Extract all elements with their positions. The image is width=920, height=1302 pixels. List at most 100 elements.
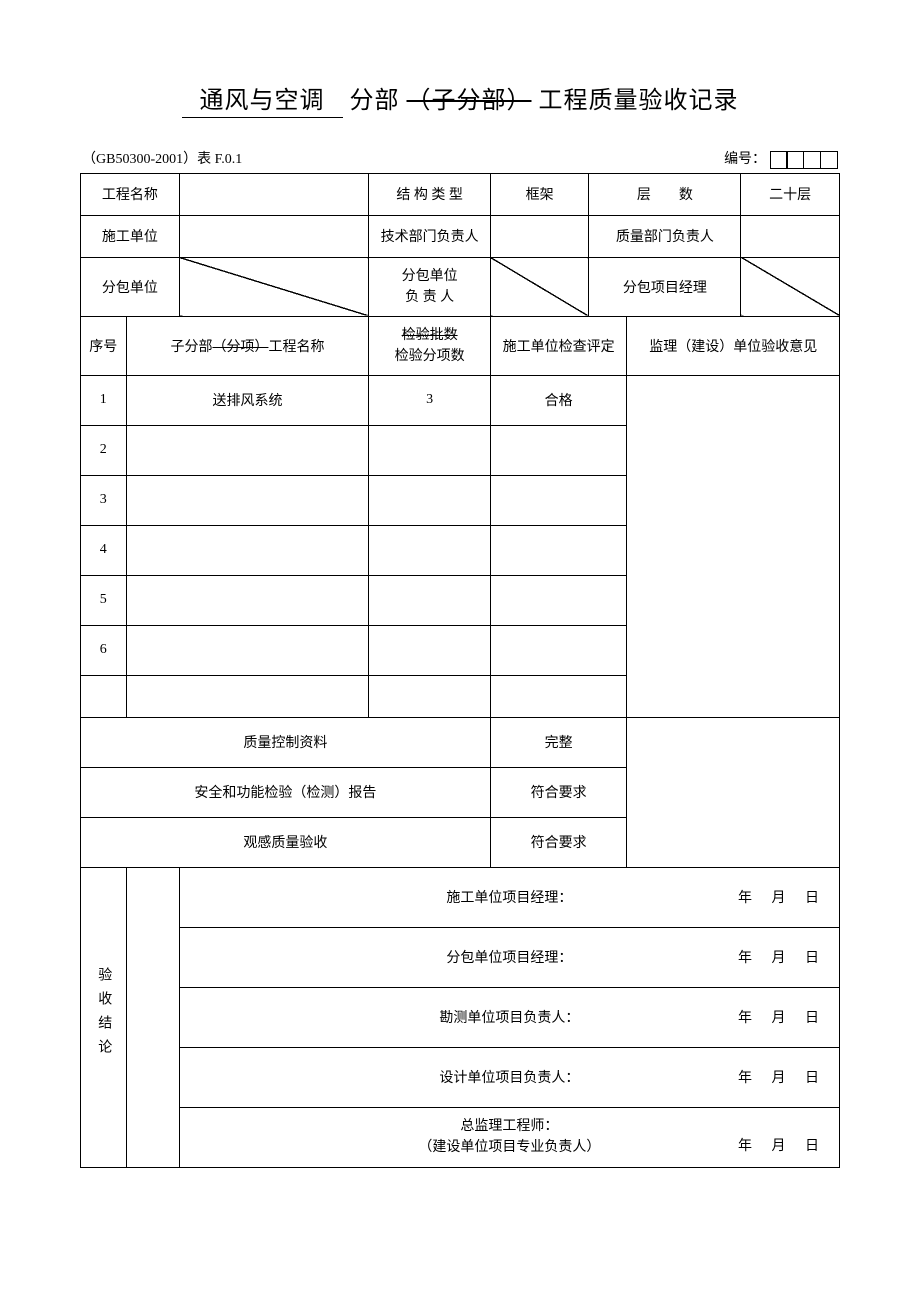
col-name-b: 工程名称	[268, 340, 324, 355]
qa-lead-label: 质量部门负责人	[589, 215, 741, 257]
col-eval: 施工单位检查评定	[490, 316, 627, 375]
sub-lead-label-a: 分包单位	[402, 269, 458, 284]
sig-date: 年 月 日	[738, 1067, 827, 1087]
sig-date: 年 月 日	[738, 887, 827, 907]
project-name-value	[179, 173, 369, 215]
cell-eval	[490, 575, 627, 625]
col-opinion: 监理（建设）单位验收意见	[627, 316, 840, 375]
qc-value: 完整	[490, 717, 627, 767]
cell-batch	[369, 625, 490, 675]
floors-value: 二十层	[741, 173, 840, 215]
cell-eval	[490, 675, 627, 717]
sig-label-b: （建设单位项目专业负责人）	[418, 1140, 600, 1155]
cell-seq	[81, 675, 127, 717]
conclusion-row: 设计单位项目负责人： 年 月 日	[81, 1047, 840, 1107]
sig-label: 施工单位项目经理：	[446, 891, 572, 906]
sub-lead-value-diag	[490, 257, 589, 316]
visual-label: 观感质量验收	[81, 817, 491, 867]
cell-seq: 1	[81, 375, 127, 425]
sig-builder-pm: 施工单位项目经理： 年 月 日	[179, 867, 839, 927]
struct-type-value: 框架	[490, 173, 589, 215]
table-row: 施工单位 技术部门负责人 质量部门负责人	[81, 215, 840, 257]
standard-code: （GB50300-2001）表 F.0.1	[82, 148, 242, 169]
cell-opinion	[627, 375, 840, 717]
conclusion-spacer	[126, 867, 179, 1167]
project-name-label: 工程名称	[81, 173, 180, 215]
sub-pm-label: 分包项目经理	[589, 257, 741, 316]
sub-lead-label-b: 负 责 人	[405, 290, 454, 305]
table-row: 1 送排风系统 3 合格	[81, 375, 840, 425]
builder-label: 施工单位	[81, 215, 180, 257]
conclusion-row: 勘测单位项目负责人： 年 月 日	[81, 987, 840, 1047]
conclusion-row: 总监理工程师： （建设单位项目专业负责人） 年 月 日	[81, 1107, 840, 1167]
builder-value	[179, 215, 369, 257]
sub-value-diag	[179, 257, 369, 316]
sub-label: 分包单位	[81, 257, 180, 316]
code-box	[820, 151, 838, 169]
qa-lead-value	[741, 215, 840, 257]
col-name-strike: （分项）	[212, 340, 268, 355]
col-batch-label: 检验分项数	[395, 349, 465, 364]
sig-survey-lead: 勘测单位项目负责人： 年 月 日	[179, 987, 839, 1047]
title-rest: 工程质量验收记录	[539, 88, 739, 114]
code-box	[770, 151, 788, 169]
sig-chief-engineer: 总监理工程师： （建设单位项目专业负责人） 年 月 日	[179, 1107, 839, 1167]
sig-label: 设计单位项目负责人：	[439, 1071, 579, 1086]
title-fenbu: 分部	[350, 88, 400, 114]
col-name: 子分部（分项）工程名称	[126, 316, 369, 375]
table-row: 分包单位 分包单位 负 责 人 分包项目经理	[81, 257, 840, 316]
conclusion-row: 分包单位项目经理： 年 月 日	[81, 927, 840, 987]
cell-batch	[369, 575, 490, 625]
visual-value: 符合要求	[490, 817, 627, 867]
safety-label: 安全和功能检验（检测）报告	[81, 767, 491, 817]
cell-seq: 6	[81, 625, 127, 675]
sig-sub-pm: 分包单位项目经理： 年 月 日	[179, 927, 839, 987]
meta-row: （GB50300-2001）表 F.0.1 编号：	[80, 148, 840, 169]
sub-lead-label: 分包单位 负 责 人	[369, 257, 490, 316]
summary-opinion	[627, 717, 840, 867]
conclusion-label-text: 验收结论	[93, 967, 113, 1063]
code-box	[786, 151, 804, 169]
cell-eval	[490, 425, 627, 475]
cell-seq: 3	[81, 475, 127, 525]
cell-batch	[369, 675, 490, 717]
cell-name	[126, 625, 369, 675]
cell-name	[126, 425, 369, 475]
tech-lead-value	[490, 215, 589, 257]
sig-design-lead: 设计单位项目负责人： 年 月 日	[179, 1047, 839, 1107]
conclusion-label: 验收结论	[81, 867, 127, 1167]
sub-pm-value-diag	[741, 257, 840, 316]
cell-eval	[490, 475, 627, 525]
col-seq: 序号	[81, 316, 127, 375]
sig-label: 勘测单位项目负责人：	[439, 1011, 579, 1026]
floors-label: 层 数	[589, 173, 741, 215]
cell-seq: 5	[81, 575, 127, 625]
code-label: 编号：	[724, 152, 766, 167]
cell-name	[126, 475, 369, 525]
table-row: 工程名称 结 构 类 型 框架 层 数 二十层	[81, 173, 840, 215]
cell-batch	[369, 425, 490, 475]
cell-name: 送排风系统	[126, 375, 369, 425]
col-batch-strike: 检验批数	[402, 328, 458, 343]
cell-eval: 合格	[490, 375, 627, 425]
summary-row: 质量控制资料 完整	[81, 717, 840, 767]
code-number: 编号：	[724, 148, 838, 169]
struct-type-label: 结 构 类 型	[369, 173, 490, 215]
tech-lead-label: 技术部门负责人	[369, 215, 490, 257]
sig-date: 年 月 日	[738, 1136, 827, 1157]
cell-eval	[490, 625, 627, 675]
sig-label-a: 总监理工程师：	[460, 1119, 558, 1134]
cell-eval	[490, 525, 627, 575]
table-header-row: 序号 子分部（分项）工程名称 检验批数 检验分项数 施工单位检查评定 监理（建设…	[81, 316, 840, 375]
main-table: 工程名称 结 构 类 型 框架 层 数 二十层 施工单位 技术部门负责人 质量部…	[80, 173, 840, 1168]
cell-name	[126, 675, 369, 717]
cell-batch	[369, 475, 490, 525]
code-box	[803, 151, 821, 169]
col-name-a: 子分部	[170, 340, 212, 355]
qc-label: 质量控制资料	[81, 717, 491, 767]
sig-date: 年 月 日	[738, 947, 827, 967]
sig-date: 年 月 日	[738, 1007, 827, 1027]
sig-label: 分包单位项目经理：	[446, 951, 572, 966]
cell-name	[126, 525, 369, 575]
page-title: 通风与空调 分部 （子分部） 工程质量验收记录	[80, 80, 840, 118]
